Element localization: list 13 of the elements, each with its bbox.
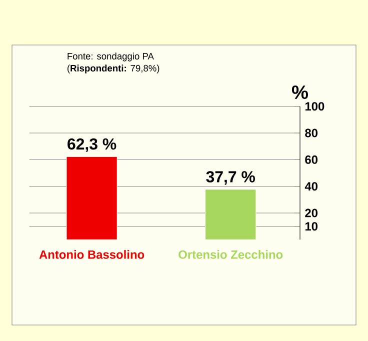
x-tick-label: Ortensio Zecchino bbox=[178, 250, 283, 259]
data-label: 37,7 % bbox=[206, 171, 255, 185]
text: (Rispondenti: 79,8%) bbox=[68, 64, 160, 74]
x-tick-label: Antonio Bassolino bbox=[39, 250, 144, 259]
y-tick-label: 80 bbox=[305, 128, 318, 138]
y-tick-label: 100 bbox=[305, 102, 324, 111]
y-tick-label: 60 bbox=[305, 155, 318, 164]
y-tick-label: 10 bbox=[305, 222, 318, 231]
data-label: 62,3 % bbox=[68, 138, 116, 152]
y-tick-label: 20 bbox=[305, 208, 318, 218]
y-tick-label: 40 bbox=[304, 182, 318, 191]
y-axis-title: % bbox=[292, 86, 308, 99]
source-note: Fonte: sondaggio PA bbox=[68, 52, 154, 62]
